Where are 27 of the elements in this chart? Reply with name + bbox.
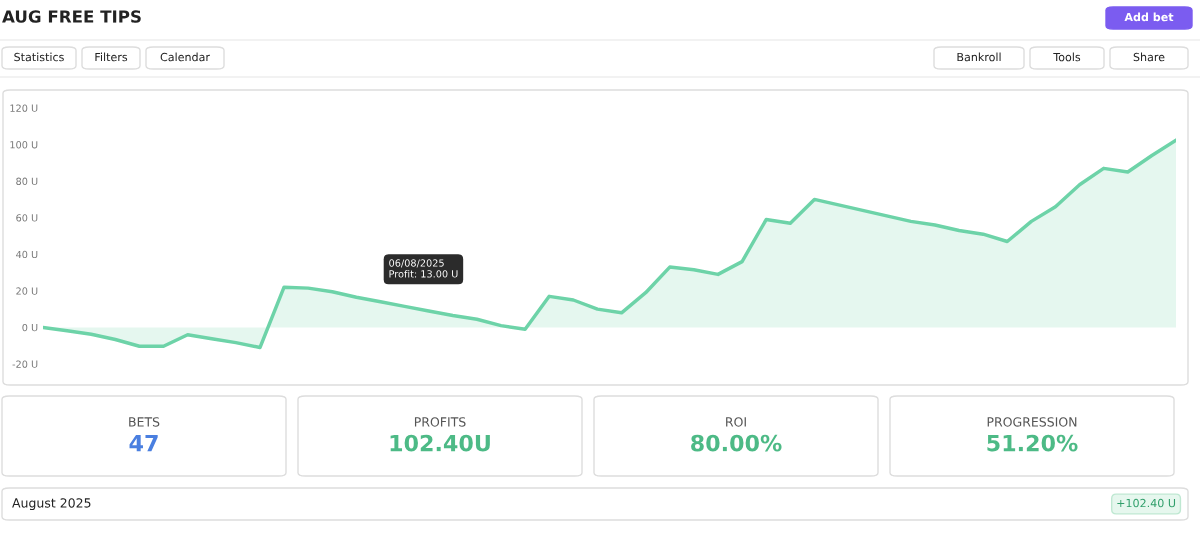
text: Calendar	[160, 52, 210, 62]
text: 51.20%	[987, 434, 1078, 452]
chart-title: AUG FREE TIPS	[2, 10, 141, 23]
text: Share	[1133, 52, 1165, 62]
text: Add bet	[1124, 12, 1174, 22]
y-tick-label: 0 U	[22, 323, 38, 332]
text: +102.40 U	[1117, 498, 1176, 508]
y-tick-label: 120 U	[10, 104, 38, 112]
y-tick-label: 100 U	[10, 141, 38, 149]
y-tick-label: 20 U	[16, 287, 38, 295]
text: Filters	[95, 52, 128, 62]
text: August 2025	[12, 498, 91, 511]
y-tick-label: 60 U	[16, 214, 38, 222]
text: 47	[129, 434, 158, 452]
text: ROI	[726, 417, 746, 427]
text: Bankroll	[957, 52, 1001, 62]
text: Statistics	[14, 52, 64, 62]
text: BETS	[129, 417, 160, 427]
text: PROFITS	[414, 417, 466, 427]
text: 80.00%	[691, 434, 782, 452]
text: Tools	[1053, 52, 1081, 62]
y-tick-label: 80 U	[16, 177, 38, 185]
y-tick-label: -20 U	[12, 360, 38, 368]
text: 102.40U	[390, 434, 490, 452]
text: PROGRESSION	[987, 417, 1077, 427]
y-tick-label: 40 U	[16, 250, 38, 259]
annotation: 06/08/2025 Profit: 13.00 U	[389, 259, 458, 278]
